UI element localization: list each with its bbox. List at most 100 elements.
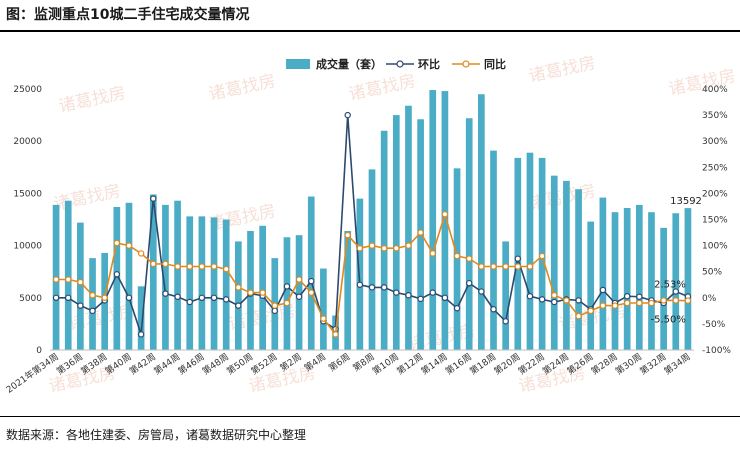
mom-point (186, 298, 193, 306)
x-tick-label: 第32周 (637, 351, 668, 378)
mom-point (636, 293, 643, 300)
yoy-point (453, 252, 461, 260)
watermark-text: 诸葛找房 (527, 53, 598, 87)
mom-point (125, 294, 133, 301)
yoy-point (368, 242, 376, 249)
x-tick-label: 第30周 (613, 351, 644, 378)
yoy-point (417, 229, 424, 236)
bar (77, 222, 84, 350)
yoy-point (514, 263, 522, 270)
legend-marker-mom (396, 60, 404, 68)
bar (441, 91, 449, 350)
bar (307, 196, 315, 350)
yoy-point (235, 284, 242, 291)
yoy-point (77, 278, 84, 286)
yoy-point (575, 312, 582, 320)
mom-point (490, 306, 497, 313)
legend-label-volume: 成交量（套） (316, 57, 382, 71)
mom-point (453, 305, 461, 312)
bar (635, 204, 643, 350)
x-tick-label: 第6周 (326, 351, 352, 374)
yoy-point (551, 291, 558, 299)
yoy-point (563, 297, 570, 304)
bar (125, 202, 133, 350)
mom-point (344, 111, 351, 119)
bar (320, 268, 327, 350)
yoy-point (320, 315, 327, 322)
mom-point (538, 296, 546, 303)
bar (89, 258, 96, 350)
legend-swatch-volume (286, 59, 310, 69)
mom-point (295, 293, 303, 300)
y-right-tick-label: 250% (702, 163, 728, 173)
mom-point (271, 307, 278, 315)
bar (283, 237, 291, 350)
y-left-tick-label: 15000 (13, 189, 42, 199)
yoy-point (162, 260, 169, 268)
bar (563, 180, 570, 350)
mom-point (308, 277, 315, 285)
bar (64, 200, 72, 350)
yoy-point (271, 302, 278, 309)
bar (174, 200, 181, 350)
yoy-point (660, 297, 667, 304)
y-right-tick-label: -50% (702, 320, 726, 330)
bar (162, 204, 169, 350)
y-right-tick-label: 300% (702, 137, 728, 147)
bar (660, 227, 667, 350)
bar (186, 216, 194, 350)
mom-point (478, 288, 485, 295)
bar (222, 219, 230, 350)
yoy-point (611, 302, 619, 309)
x-tick-label: 第42周 (127, 351, 158, 378)
bar (392, 115, 400, 350)
yoy-point (636, 299, 643, 307)
yoy-point (150, 260, 157, 268)
watermark-text: 诸葛找房 (57, 83, 128, 117)
x-tick-label: 第46周 (176, 351, 207, 378)
y-left-tick-label: 5000 (19, 294, 42, 304)
footer-divider (0, 416, 740, 417)
bar (113, 206, 121, 350)
yoy-point (186, 263, 193, 270)
bar (149, 194, 157, 350)
bar (514, 157, 522, 350)
y-right-tick-label: 50% (702, 268, 722, 278)
yoy-point (441, 211, 449, 218)
yoy-point (672, 297, 679, 304)
x-tick-label: 第48周 (200, 351, 231, 378)
bar (611, 212, 619, 350)
bar (465, 118, 473, 351)
y-left-tick-label: 10000 (13, 242, 42, 252)
x-tick-label: 第14周 (419, 351, 450, 378)
bar (623, 208, 631, 350)
data-source: 数据来源：各地住建委、房管局，诸葛数据研究中心整理 (6, 428, 307, 442)
watermark-text: 诸葛找房 (207, 201, 278, 235)
yoy-point (247, 289, 254, 296)
mom-point (65, 294, 72, 301)
axes: 0500010000150002000025000-100%-50%0%50%1… (4, 85, 732, 396)
mom-point (429, 289, 436, 296)
legend-marker-yoy (462, 60, 470, 68)
annotation-last-volume: 13592 (670, 196, 702, 207)
yoy-point (198, 263, 206, 270)
chart-title: 图：监测重点10城二手住宅成交量情况 (6, 7, 250, 23)
mom-point (672, 288, 679, 295)
bar (210, 217, 218, 350)
yoy-point (466, 255, 473, 262)
bar (429, 90, 437, 350)
yoy-point (174, 263, 181, 270)
bar (599, 197, 607, 350)
mom-point (113, 271, 121, 278)
mom-point (623, 293, 631, 300)
line-series (52, 111, 692, 338)
x-tick-label: 第10周 (370, 351, 401, 378)
yoy-point (429, 250, 436, 257)
yoy-point (259, 289, 266, 296)
bar (478, 94, 485, 350)
bar (550, 175, 558, 350)
mom-point (137, 331, 145, 338)
mom-point (466, 279, 473, 287)
mom-point (52, 294, 60, 301)
